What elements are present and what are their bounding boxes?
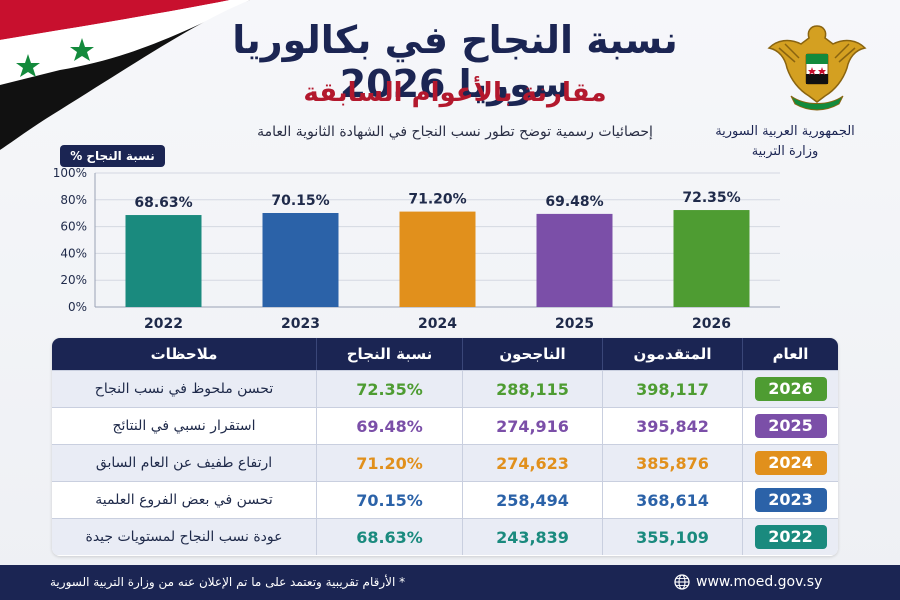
- cell-note: تحسن في بعض الفروع العلمية: [52, 482, 316, 518]
- bar-2024: [399, 211, 476, 307]
- note-text: تحسن في بعض الفروع العلمية: [95, 492, 273, 508]
- x-tick-label-2023: 2023: [281, 316, 320, 332]
- year-badge: 2024: [754, 451, 827, 475]
- y-tick-label: 100%: [53, 166, 87, 180]
- rate-value: 69.48%: [356, 416, 423, 436]
- cell-rate: 69.48%: [316, 408, 462, 444]
- x-tick-label-2025: 2025: [555, 316, 594, 332]
- table-row: 2025 395,842 274,916 69.48% استقرار نسبي في …: [52, 407, 838, 444]
- year-badge: 2026: [754, 377, 827, 401]
- passed-value: 243,839: [496, 527, 569, 547]
- note-text: ارتفاع طفيف عن العام السابق: [95, 455, 273, 471]
- header-applicants: المتقدمون: [602, 338, 742, 370]
- cell-note: استقرار نسبي في النتائج: [52, 408, 316, 444]
- y-axis-label: نسبة النجاح %: [60, 145, 165, 167]
- applicants-value: 368,614: [636, 490, 709, 510]
- y-tick-label: 0%: [68, 300, 87, 314]
- table-header: العام المتقدمون الناجحون نسبة النجاح ملا…: [52, 338, 838, 370]
- rate-value: 71.20%: [356, 453, 423, 473]
- header-rate: نسبة النجاح: [316, 338, 462, 370]
- cell-passed: 243,839: [462, 519, 602, 555]
- cell-applicants: 355,109: [602, 519, 742, 555]
- note-text: استقرار نسبي في النتائج: [112, 418, 256, 434]
- bar-chart: 0% 20% 40% 60% 80% 100% 68.63% 2022 70.15% 2023 71…: [40, 145, 800, 335]
- header-passed: الناجحون: [462, 338, 602, 370]
- cell-passed: 258,494: [462, 482, 602, 518]
- table-row: 2022 355,109 243,839 68.63% عودة نسب النجاح …: [52, 518, 838, 555]
- cell-rate: 71.20%: [316, 445, 462, 481]
- cell-note: تحسن ملحوظ في نسب النجاح: [52, 371, 316, 407]
- cell-applicants: 398,117: [602, 371, 742, 407]
- data-label-2026: 72.35%: [682, 190, 740, 206]
- globe-icon: [674, 574, 690, 590]
- page-title: نسبة النجاح في بكالوريا سوريا 2026: [232, 18, 678, 106]
- eagle-emblem: [765, 18, 870, 113]
- passed-value: 258,494: [496, 490, 569, 510]
- applicants-value: 385,876: [636, 453, 709, 473]
- bar-2022: [125, 215, 202, 307]
- y-tick-label: 40%: [60, 246, 87, 260]
- year-badge: 2023: [754, 488, 827, 512]
- cell-rate: 70.15%: [316, 482, 462, 518]
- table-row: 2024 385,876 274,623 71.20% ارتفاع طفيف عن ا…: [52, 444, 838, 481]
- rate-value: 72.35%: [356, 379, 423, 399]
- cell-year: 2025: [742, 408, 838, 444]
- applicants-value: 395,842: [636, 416, 709, 436]
- y-tick-label: 60%: [60, 220, 87, 234]
- footer-disclaimer: * الأرقام تقريبية وتعتمد على ما تم الإعل…: [50, 575, 406, 589]
- data-label-2025: 69.48%: [545, 194, 603, 210]
- flag-star-right: [70, 38, 94, 61]
- page-caption: إحصائيات رسمية توضح تطور نسب النجاح في ا…: [257, 124, 653, 140]
- cell-rate: 72.35%: [316, 371, 462, 407]
- cell-year: 2026: [742, 371, 838, 407]
- table-row: 2026 398,117 288,115 72.35% تحسن ملحوظ في نس…: [52, 370, 838, 407]
- cell-applicants: 368,614: [602, 482, 742, 518]
- bar-2023: [262, 212, 339, 307]
- government-name: الجمهورية العربية السورية: [715, 124, 855, 139]
- results-table: العام المتقدمون الناجحون نسبة النجاح ملا…: [52, 338, 838, 556]
- rate-value: 68.63%: [356, 527, 423, 547]
- applicants-value: 355,109: [636, 527, 709, 547]
- x-tick-label-2024: 2024: [418, 316, 457, 332]
- header-notes: ملاحظات: [150, 345, 218, 363]
- cell-applicants: 395,842: [602, 408, 742, 444]
- table-row: 2023 368,614 258,494 70.15% تحسن في بعض الفر…: [52, 481, 838, 518]
- x-tick-label-2026: 2026: [692, 316, 731, 332]
- year-badge: 2022: [754, 525, 827, 549]
- flag-star-left: [16, 54, 40, 77]
- header-year: العام: [742, 338, 838, 370]
- cell-applicants: 385,876: [602, 445, 742, 481]
- note-text: عودة نسب النجاح لمستويات جيدة: [85, 529, 283, 545]
- bar-2025: [536, 213, 613, 307]
- syria-flag: [0, 0, 250, 170]
- footer: www.moed.gov.sy * الأرقام تقريبية وتعتمد…: [0, 565, 900, 600]
- data-label-2022: 68.63%: [134, 195, 192, 211]
- rate-value: 70.15%: [356, 490, 423, 510]
- y-tick-label: 80%: [60, 193, 87, 207]
- passed-value: 274,623: [496, 453, 569, 473]
- website-link[interactable]: www.moed.gov.sy: [696, 574, 823, 590]
- ministry-name: وزارة التربية: [751, 144, 819, 159]
- cell-note: عودة نسب النجاح لمستويات جيدة: [52, 519, 316, 555]
- cell-note: ارتفاع طفيف عن العام السابق: [52, 445, 316, 481]
- cell-year: 2024: [742, 445, 838, 481]
- cell-passed: 274,916: [462, 408, 602, 444]
- bar-2026: [673, 210, 750, 307]
- passed-value: 274,916: [496, 416, 569, 436]
- data-label-2023: 70.15%: [271, 193, 329, 209]
- cell-year: 2023: [742, 482, 838, 518]
- table-body: 2026 398,117 288,115 72.35% تحسن ملحوظ في نس…: [52, 370, 838, 555]
- y-tick-label: 20%: [60, 273, 87, 287]
- x-tick-label-2022: 2022: [144, 316, 183, 332]
- cell-rate: 68.63%: [316, 519, 462, 555]
- note-text: تحسن ملحوظ في نسب النجاح: [94, 381, 274, 397]
- cell-passed: 288,115: [462, 371, 602, 407]
- cell-passed: 274,623: [462, 445, 602, 481]
- data-label-2024: 71.20%: [408, 192, 466, 208]
- cell-year: 2022: [742, 519, 838, 555]
- applicants-value: 398,117: [636, 379, 709, 399]
- year-badge: 2025: [754, 414, 827, 438]
- page-subtitle: مقارنة بالأعوام السابقة: [303, 78, 607, 108]
- passed-value: 288,115: [496, 379, 569, 399]
